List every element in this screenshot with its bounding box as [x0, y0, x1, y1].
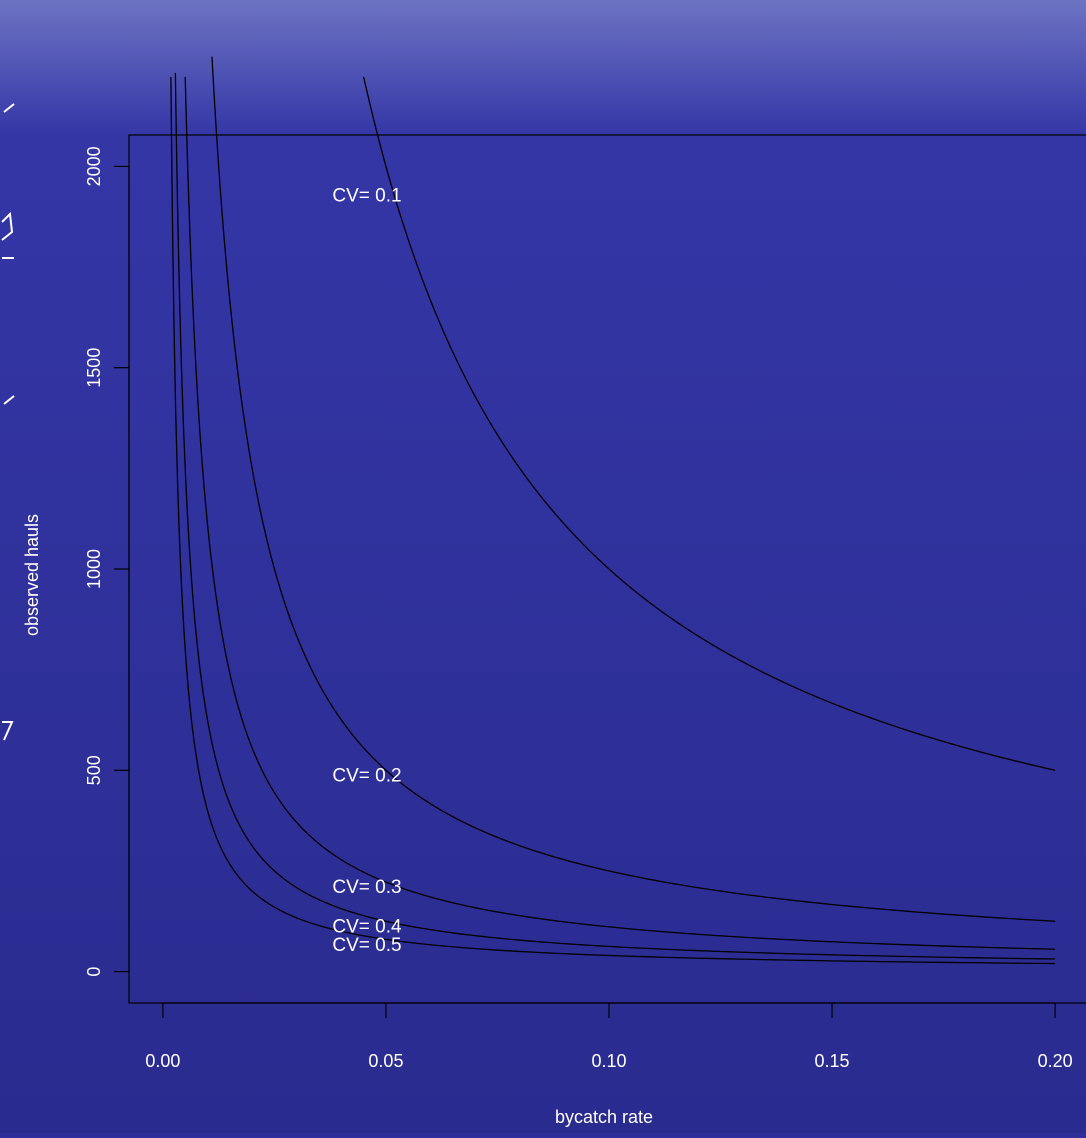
- fragment-mark: [1, 211, 14, 241]
- fragment-mark: [2, 721, 14, 741]
- series-line-cv-0.4: [174, 72, 1056, 960]
- fragment-mark: [3, 395, 15, 405]
- x-tick-label: 0.05: [368, 1051, 403, 1071]
- y-tick-label: 1000: [84, 549, 104, 589]
- series-line-cv-0.3: [184, 76, 1056, 950]
- y-tick-label: 500: [84, 755, 104, 785]
- axes: 0.00 0.05 0.10 0.15 0.20 0 500 1000 1500 2000: [84, 146, 1073, 1071]
- series-label-cv-0.1: CV= 0.1: [332, 186, 401, 207]
- y-axis-label: observed hauls: [22, 514, 42, 636]
- curves: [170, 56, 1056, 965]
- fragment-mark: [3, 103, 15, 113]
- y-tick-label: 1500: [84, 348, 104, 388]
- x-tick-label: 0.00: [145, 1051, 180, 1071]
- series-line-cv-0.1: [363, 76, 1056, 771]
- series-label-cv-0.4: CV= 0.4: [332, 916, 402, 937]
- x-tick-label: 0.20: [1038, 1051, 1073, 1071]
- series-line-cv-0.2: [211, 56, 1056, 922]
- curve-labels: CV= 0.1 CV= 0.2 CV= 0.3 CV= 0.4CV= 0.5: [332, 186, 402, 957]
- y-tick-label: 0: [84, 967, 104, 977]
- series-line-cv-0.5: [170, 76, 1056, 965]
- left-edge-fragments: [1, 103, 15, 741]
- x-axis-label: bycatch rate: [555, 1107, 653, 1127]
- series-label-cv-0.5: CV= 0.5: [332, 935, 401, 956]
- x-tick-label: 0.10: [591, 1051, 626, 1071]
- series-label-cv-0.2: CV= 0.2: [332, 765, 401, 786]
- y-tick-label: 2000: [84, 146, 104, 186]
- series-label-cv-0.3: CV= 0.3: [332, 877, 401, 898]
- x-tick-label: 0.15: [815, 1051, 850, 1071]
